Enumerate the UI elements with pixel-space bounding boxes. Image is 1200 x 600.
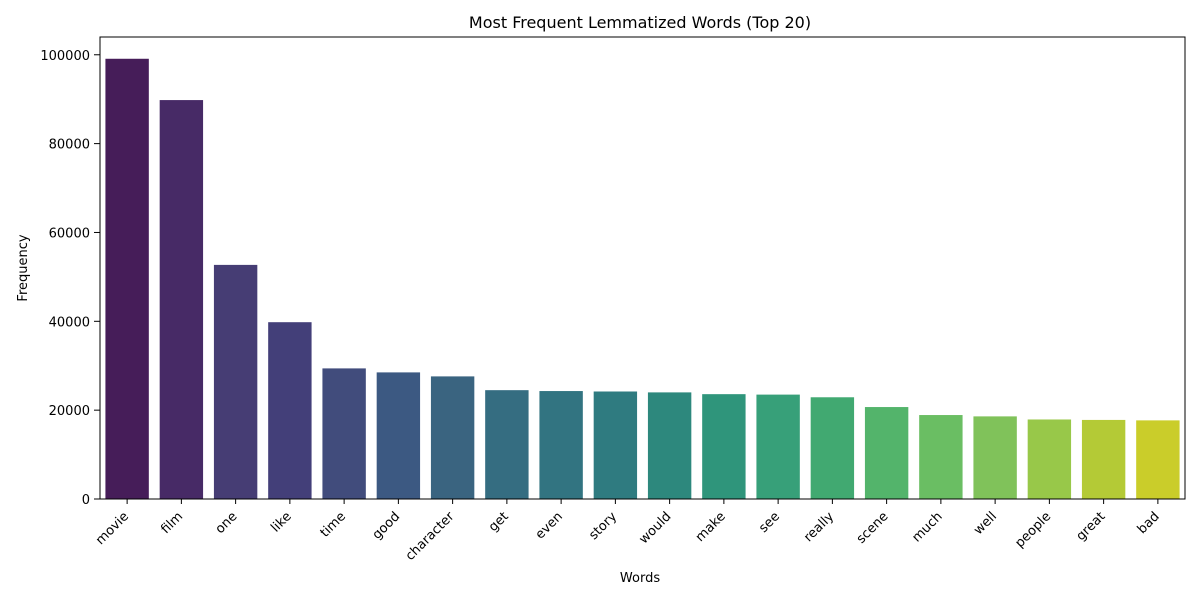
x-tick-label: movie bbox=[93, 509, 132, 548]
y-axis: 0 20000 40000 60000 80000 100000 bbox=[40, 49, 100, 508]
x-tick-label: see bbox=[756, 509, 783, 536]
y-tick-label: 40000 bbox=[49, 315, 90, 330]
bar-scene bbox=[864, 407, 909, 499]
bar-like bbox=[268, 322, 312, 499]
x-tick-label: really bbox=[801, 509, 837, 545]
bar-time bbox=[322, 368, 366, 499]
x-tick-label: make bbox=[693, 509, 729, 545]
bar-even bbox=[539, 391, 583, 499]
x-tick-label: get bbox=[486, 509, 512, 535]
y-tick-label: 80000 bbox=[49, 138, 90, 153]
bar-movie bbox=[105, 58, 149, 500]
y-tick-label: 20000 bbox=[49, 404, 90, 419]
x-tick-label: even bbox=[533, 509, 566, 542]
x-tick-label: character bbox=[403, 509, 458, 564]
bar-character bbox=[430, 376, 475, 499]
x-tick-label: much bbox=[909, 509, 945, 545]
bar-make bbox=[702, 394, 746, 499]
bar-story bbox=[593, 391, 638, 499]
bar-good bbox=[376, 372, 421, 499]
x-tick-label: one bbox=[213, 509, 241, 537]
y-tick-label: 0 bbox=[82, 493, 90, 508]
bar-people bbox=[1027, 419, 1072, 499]
x-tick-label: like bbox=[268, 509, 294, 535]
x-tick-label: great bbox=[1074, 509, 1109, 544]
bar-would bbox=[647, 392, 692, 499]
y-axis-label: Frequency bbox=[16, 234, 31, 301]
bar-get bbox=[485, 390, 529, 499]
x-tick-label: well bbox=[971, 509, 1000, 538]
x-tick-label: bad bbox=[1135, 509, 1163, 537]
x-tick-label: time bbox=[318, 509, 349, 540]
bars bbox=[105, 58, 1180, 500]
y-tick-label: 100000 bbox=[40, 49, 90, 64]
chart-title: Most Frequent Lemmatized Words (Top 20) bbox=[469, 13, 811, 32]
bar-one bbox=[213, 264, 258, 499]
bar-see bbox=[756, 394, 800, 499]
x-tick-label: scene bbox=[854, 509, 892, 547]
y-tick-label: 60000 bbox=[49, 226, 90, 241]
x-tick-label: film bbox=[158, 509, 186, 537]
bar-well bbox=[973, 416, 1017, 499]
bar-great bbox=[1081, 419, 1126, 499]
x-axis-label: Words bbox=[620, 571, 660, 586]
x-tick-label: people bbox=[1012, 509, 1054, 551]
plot-frame bbox=[99, 36, 1186, 500]
bar-bad bbox=[1136, 420, 1180, 499]
x-axis: movie film one like time good character get even… bbox=[93, 499, 1163, 564]
x-tick-label: good bbox=[370, 509, 404, 543]
bar-much bbox=[919, 415, 963, 499]
x-tick-label: would bbox=[636, 509, 674, 547]
x-tick-label: story bbox=[586, 509, 620, 543]
bar-film bbox=[159, 100, 204, 499]
bar-really bbox=[810, 397, 855, 499]
